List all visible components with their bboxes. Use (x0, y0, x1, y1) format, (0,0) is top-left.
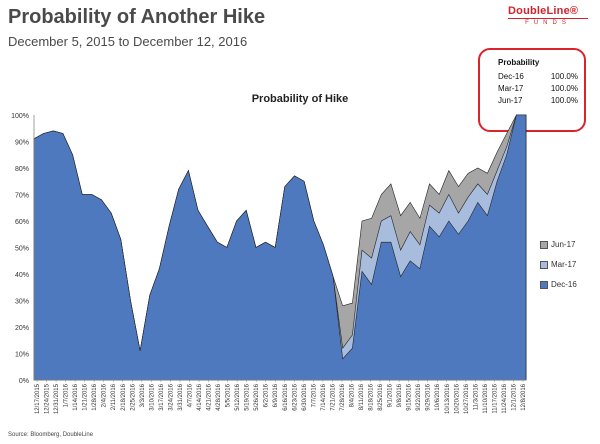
legend-swatch-jun17 (540, 240, 548, 249)
x-tick-label: 1/14/2016 (73, 383, 79, 410)
x-tick-label: 3/17/2016 (159, 383, 165, 410)
x-tick-label: 8/11/2016 (359, 383, 365, 410)
x-tick-label: 8/4/2016 (349, 383, 355, 407)
page-title: Probability of Another Hike (8, 6, 266, 28)
x-tick-label: 11/10/2016 (483, 383, 489, 413)
legend-swatch-dec16 (540, 280, 548, 289)
legend-label: Mar-17 (551, 260, 577, 269)
x-tick-label: 9/22/2016 (416, 383, 422, 410)
x-tick-label: 6/16/2016 (283, 383, 289, 410)
x-tick-label: 12/31/2015 (54, 383, 60, 414)
y-tick-label: 50% (15, 246, 29, 253)
series-area-dec16 (33, 114, 527, 381)
x-tick-label: 8/25/2016 (378, 383, 384, 410)
x-tick-label: 5/5/2016 (226, 383, 232, 407)
x-tick-label: 1/28/2016 (92, 383, 98, 410)
doubleline-logo: DoubleLine® FUNDS (508, 5, 588, 31)
legend-label: Dec-16 (551, 280, 577, 289)
x-tick-label: 3/10/2016 (149, 383, 155, 410)
x-tick-label: 1/21/2016 (83, 383, 89, 410)
x-tick-label: 2/18/2016 (121, 383, 127, 410)
x-tick-label: 4/21/2016 (207, 383, 213, 410)
page-subtitle: December 5, 2015 to December 12, 2016 (8, 34, 248, 49)
x-tick-label: 11/24/2016 (502, 383, 508, 413)
y-tick-label: 40% (15, 272, 29, 279)
legend-swatch-mar17 (540, 260, 548, 269)
y-tick-label: 90% (15, 140, 29, 147)
x-tick-label: 9/15/2016 (407, 383, 413, 410)
x-tick-label: 9/1/2016 (388, 383, 394, 407)
x-tick-label: 12/24/2015 (45, 383, 51, 414)
x-tick-label: 9/8/2016 (397, 383, 403, 407)
x-tick-label: 8/18/2016 (369, 383, 375, 410)
legend-item-jun17: Jun-17 (540, 240, 575, 249)
x-tick-label: 9/29/2016 (426, 383, 432, 410)
x-tick-label: 7/21/2016 (330, 383, 336, 410)
x-tick-label: 4/28/2016 (216, 383, 222, 410)
legend-label: Jun-17 (551, 240, 576, 249)
probability-label: Dec-16 (498, 72, 524, 81)
x-tick-label: 2/25/2016 (130, 383, 136, 410)
y-tick-label: 30% (15, 299, 29, 306)
x-tick-label: 3/31/2016 (178, 383, 184, 410)
x-tick-label: 12/8/2016 (521, 383, 527, 410)
x-tick-label: 10/27/2016 (464, 383, 470, 414)
logo-funds: FUNDS (525, 20, 571, 26)
x-tick-label: 2/11/2016 (111, 383, 117, 410)
y-tick-label: 10% (15, 352, 29, 359)
x-tick-label: 3/24/2016 (168, 383, 174, 410)
y-tick-label: 20% (15, 325, 29, 332)
probability-label: Jun-17 (498, 96, 523, 105)
y-tick-label: 70% (15, 193, 29, 200)
x-tick-label: 10/13/2016 (445, 383, 451, 414)
probability-heading: Probability (498, 58, 540, 67)
x-tick-label: 10/6/2016 (435, 383, 441, 410)
x-tick-label: 6/23/2016 (292, 383, 298, 410)
y-tick-label: 100% (11, 113, 29, 120)
probability-value: 100.0% (550, 84, 578, 93)
x-tick-label: 3/3/2016 (140, 383, 146, 407)
probability-value: 100.0% (550, 72, 578, 81)
x-tick-label: 7/14/2016 (321, 383, 327, 410)
x-tick-label: 5/26/2016 (254, 383, 260, 410)
chart-title: Probability of Hike (251, 93, 349, 105)
logo-rule (508, 18, 588, 19)
x-tick-label: 6/9/2016 (273, 383, 279, 407)
x-tick-label: 12/1/2016 (511, 383, 517, 410)
source-note: Source: Bloomberg, DoubleLine (8, 432, 94, 438)
probability-value: 100.0% (550, 96, 578, 105)
y-tick-label: 0% (19, 378, 29, 385)
x-tick-label: 12/17/2015 (35, 383, 41, 414)
probability-label: Mar-17 (498, 84, 524, 93)
x-tick-label: 4/14/2016 (197, 383, 203, 410)
x-tick-label: 7/7/2016 (311, 383, 317, 407)
probability-callout: Probability Dec-16 100.0% Mar-17 100.0% … (478, 48, 586, 132)
legend-item-mar17: Mar-17 (540, 260, 576, 269)
x-tick-label: 5/12/2016 (235, 383, 241, 410)
x-tick-label: 2/4/2016 (102, 383, 108, 407)
x-tick-label: 7/28/2016 (340, 383, 346, 410)
legend-item-dec16: Dec-16 (540, 280, 577, 289)
y-tick-label: 80% (15, 166, 29, 173)
x-tick-label: 5/19/2016 (245, 383, 251, 410)
x-tick-label: 10/20/2016 (454, 383, 460, 414)
logo-wordmark: DoubleLine® (508, 5, 579, 17)
x-tick-label: 4/7/2016 (187, 383, 193, 407)
x-tick-label: 1/7/2016 (64, 383, 70, 407)
x-tick-label: 11/3/2016 (473, 383, 479, 410)
x-tick-label: 11/17/2016 (492, 383, 498, 413)
y-tick-label: 60% (15, 219, 29, 226)
x-tick-label: 6/30/2016 (302, 383, 308, 410)
x-tick-label: 6/2/2016 (264, 383, 270, 407)
